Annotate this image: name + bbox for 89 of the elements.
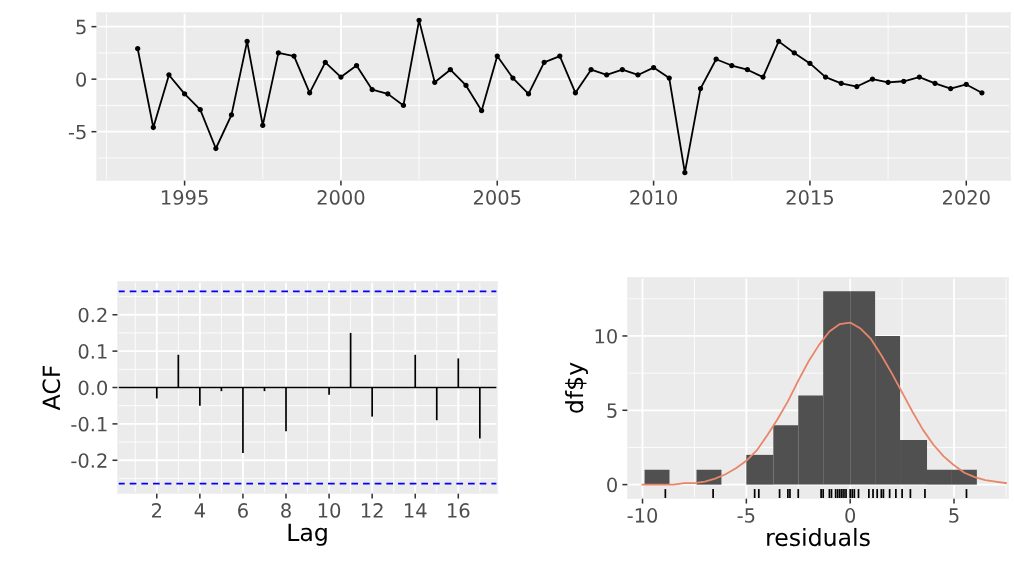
point xyxy=(291,53,297,59)
point xyxy=(885,79,891,85)
point xyxy=(541,59,547,66)
y-axis-title: ACF xyxy=(42,365,61,411)
y-tick-label: 0.0 xyxy=(78,380,108,396)
x-tick-label: -5 xyxy=(737,508,755,523)
point xyxy=(916,74,923,80)
point xyxy=(478,108,485,114)
x-tick-label: 12 xyxy=(361,503,383,518)
y-tick-label: 10 xyxy=(595,328,617,344)
point xyxy=(572,90,579,96)
point xyxy=(150,124,156,131)
point xyxy=(244,38,250,44)
point xyxy=(776,38,782,44)
point xyxy=(666,75,672,81)
point xyxy=(557,53,563,59)
x-tick-label: 2005 xyxy=(473,190,521,205)
point xyxy=(369,87,375,93)
point xyxy=(275,50,282,56)
point xyxy=(213,145,219,152)
point xyxy=(901,78,907,84)
point xyxy=(838,80,844,87)
point xyxy=(604,72,610,78)
point xyxy=(650,64,657,71)
y-tick-label: 5 xyxy=(607,403,617,418)
point xyxy=(463,82,469,89)
x-tick-label: 0 xyxy=(845,508,856,523)
x-tick-label: 2 xyxy=(152,503,162,518)
x-tick-label: 14 xyxy=(404,503,427,518)
point xyxy=(197,106,203,113)
y-tick-label: -0.2 xyxy=(71,453,107,468)
point xyxy=(228,112,235,118)
y-tick-label: -5 xyxy=(68,124,86,140)
x-tick-label: 5 xyxy=(949,508,959,523)
point xyxy=(447,67,454,73)
point xyxy=(307,90,313,96)
point xyxy=(854,83,860,90)
point xyxy=(932,80,938,87)
y-tick-label: 5 xyxy=(76,19,86,35)
point xyxy=(682,170,688,176)
y-tick-label: -0.1 xyxy=(71,416,107,432)
point xyxy=(588,67,594,73)
point xyxy=(166,72,172,78)
point xyxy=(947,85,954,92)
point xyxy=(713,56,719,62)
point xyxy=(963,81,969,88)
point xyxy=(494,53,500,59)
x-tick-label: 2000 xyxy=(317,190,365,205)
x-tick-label: -10 xyxy=(627,508,658,523)
point xyxy=(322,59,328,66)
y-axis-title: df$y xyxy=(565,362,588,413)
y-tick-label: 0 xyxy=(607,477,617,493)
point xyxy=(697,85,704,92)
point xyxy=(635,72,641,78)
point xyxy=(729,62,735,69)
point xyxy=(338,74,344,80)
point xyxy=(432,79,438,85)
point xyxy=(822,74,829,80)
point xyxy=(619,67,625,73)
x-tick-label: 8 xyxy=(281,503,291,518)
x-tick-label: 2010 xyxy=(630,190,678,205)
x-tick-label: 16 xyxy=(448,503,470,518)
point xyxy=(744,67,751,73)
point xyxy=(400,102,407,109)
point xyxy=(181,91,188,97)
point xyxy=(260,122,266,129)
point xyxy=(135,46,141,52)
x-tick-label: 1995 xyxy=(161,190,208,205)
y-tick-label: 0 xyxy=(76,72,87,87)
point xyxy=(791,50,797,56)
point xyxy=(385,91,391,97)
point xyxy=(979,90,985,96)
x-tick-label: 10 xyxy=(318,503,341,518)
point xyxy=(353,62,360,69)
line-series xyxy=(641,321,1007,486)
x-axis-title: residuals xyxy=(767,527,870,547)
point xyxy=(510,75,516,81)
x-tick-label: 2020 xyxy=(942,190,990,205)
point xyxy=(807,60,813,67)
x-tick-label: 2015 xyxy=(786,190,833,205)
y-tick-label: 0.2 xyxy=(78,307,107,323)
y-tick-label: 0.1 xyxy=(78,344,107,359)
x-tick-label: 4 xyxy=(194,503,205,518)
point xyxy=(416,17,422,23)
point xyxy=(760,74,766,80)
point xyxy=(525,91,532,97)
x-tick-label: 6 xyxy=(238,503,248,518)
point xyxy=(869,76,876,82)
x-axis-title: Lag xyxy=(288,523,327,546)
